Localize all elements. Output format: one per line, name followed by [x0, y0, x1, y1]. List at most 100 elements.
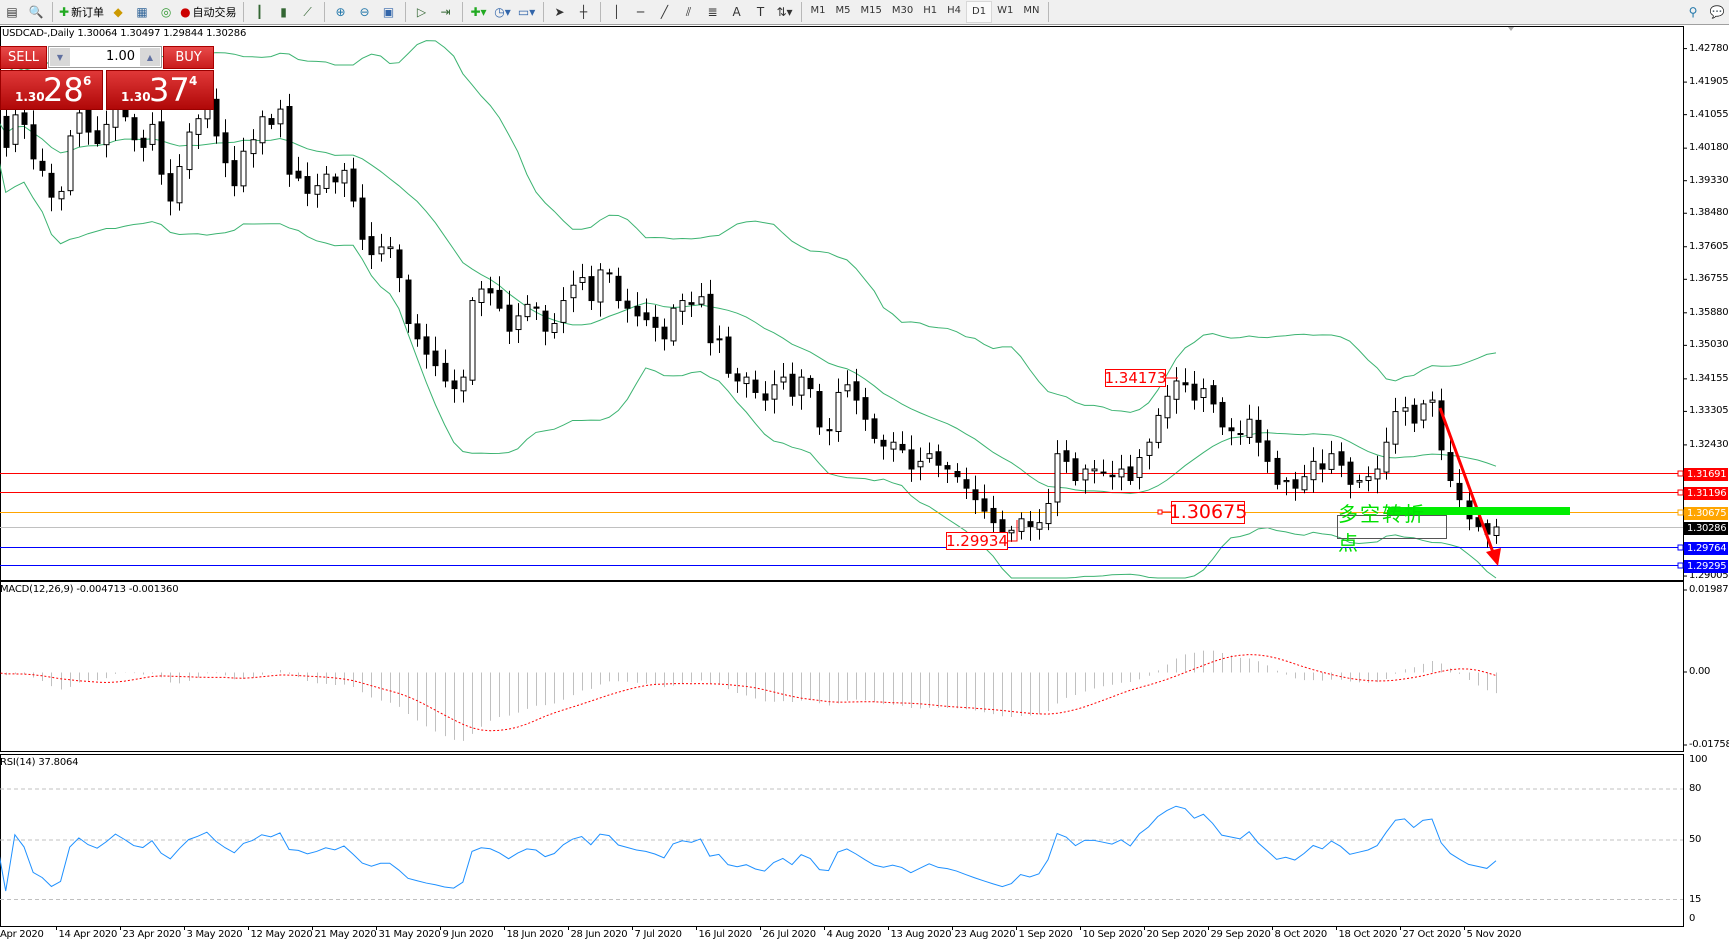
- rsi-axis-label: 15: [1689, 893, 1702, 905]
- equidistant-channel-icon[interactable]: ⫽: [685, 4, 692, 19]
- candle: [734, 367, 741, 393]
- low-label-connector: [1008, 520, 1018, 542]
- candle: [240, 137, 247, 193]
- candle-body: [423, 336, 430, 355]
- chart-shift-icon[interactable]: ⇥: [440, 5, 451, 19]
- time-axis-label: 23 Aug 2020: [954, 929, 1016, 940]
- bollinger-upper-band: [0, 40, 1497, 413]
- lot-size-input[interactable]: ▼ 1.00 ▲: [48, 46, 162, 68]
- candle: [597, 263, 604, 317]
- meta-editor-icon[interactable]: ◆: [113, 5, 123, 19]
- line-chart-icon[interactable]: ⟋: [303, 4, 312, 19]
- search-icon[interactable]: ⚲: [1688, 5, 1698, 19]
- lot-decrease-icon[interactable]: ▼: [50, 48, 70, 66]
- candle: [1493, 518, 1500, 544]
- rsi-line: [0, 805, 1497, 892]
- price-line-label: 1.29764: [1684, 541, 1728, 555]
- lot-increase-icon[interactable]: ▲: [140, 48, 160, 66]
- sell-price-button[interactable]: 1.30 28 6: [0, 70, 103, 110]
- candle: [862, 387, 869, 431]
- candle: [1246, 404, 1253, 445]
- rsi-axis-label: 0: [1689, 913, 1696, 924]
- buy-price-button[interactable]: 1.30 37 4: [106, 70, 214, 110]
- cursor-icon[interactable]: ➤: [554, 5, 565, 19]
- candle: [816, 383, 823, 435]
- timeframe-w1[interactable]: W1: [997, 5, 1014, 16]
- candle: [1328, 440, 1335, 474]
- new-order-button[interactable]: ✚ 新订单: [59, 5, 105, 19]
- candle: [76, 102, 83, 147]
- fibonacci-icon[interactable]: ≣: [707, 5, 718, 19]
- buy-button[interactable]: BUY: [163, 46, 214, 69]
- candle-body: [1054, 453, 1061, 503]
- auto-scroll-icon[interactable]: ▷: [416, 5, 427, 19]
- candle-body: [752, 379, 759, 393]
- low-price-label[interactable]: 1.29934: [945, 531, 1009, 550]
- timeframe-m1[interactable]: M1: [810, 5, 826, 16]
- auto-trading-button[interactable]: ● 自动交易: [180, 5, 237, 19]
- candle-body: [195, 118, 202, 135]
- bar-chart-icon[interactable]: ┃: [255, 5, 264, 19]
- candle: [277, 99, 284, 138]
- navigator-zoom-icon[interactable]: 🔍: [28, 5, 44, 19]
- candle: [1063, 440, 1070, 473]
- periods-clock-icon[interactable]: ◷▾: [494, 5, 511, 19]
- market-watch-icon[interactable]: ▦: [136, 5, 148, 19]
- price-line-label: 1.31196: [1684, 486, 1728, 500]
- candle-body: [332, 176, 339, 183]
- candle-body: [268, 118, 275, 125]
- timeframe-d1[interactable]: D1: [966, 1, 993, 23]
- signals-icon[interactable]: ◎: [160, 5, 172, 19]
- candle: [259, 110, 266, 155]
- timeframe-m30[interactable]: M30: [891, 5, 914, 16]
- candle: [1402, 396, 1409, 426]
- crosshair-icon[interactable]: ┼: [579, 5, 588, 19]
- candle: [1274, 450, 1281, 490]
- indicators-icon[interactable]: ✚▾: [470, 5, 487, 19]
- timeframe-m5[interactable]: M5: [835, 5, 851, 16]
- price-axis-label: 1.35030: [1689, 339, 1729, 351]
- candle: [250, 129, 257, 168]
- price-axis-label: 1.36755: [1689, 273, 1729, 285]
- candle: [460, 369, 467, 403]
- timeframe-h1[interactable]: H1: [923, 5, 938, 16]
- candle: [1447, 438, 1454, 488]
- chart-window-icon[interactable]: ▤: [6, 5, 18, 19]
- candle-body: [1082, 468, 1089, 481]
- timeframe-mn[interactable]: MN: [1023, 5, 1040, 16]
- arrows-icon[interactable]: ⇅▾: [776, 5, 793, 19]
- vertical-line-icon[interactable]: │: [612, 5, 621, 19]
- timeframe-h4[interactable]: H4: [947, 5, 962, 16]
- chat-icon[interactable]: 💬: [1709, 5, 1725, 19]
- candlestick-chart-icon[interactable]: ▮: [280, 5, 287, 19]
- candle: [899, 431, 906, 454]
- candle: [323, 165, 330, 194]
- zoom-in-icon[interactable]: ⊕: [335, 5, 346, 19]
- timeframe-m15[interactable]: M15: [860, 5, 882, 16]
- candle-body: [1429, 399, 1436, 403]
- candle: [469, 297, 476, 386]
- candle: [39, 148, 46, 177]
- candle-body: [935, 451, 942, 466]
- turning-zone-rectangle[interactable]: [1388, 507, 1570, 515]
- high-price-label[interactable]: 1.34173: [1104, 368, 1167, 387]
- candle: [972, 475, 979, 515]
- text-icon[interactable]: A: [732, 5, 741, 19]
- sell-button[interactable]: SELL: [0, 46, 47, 69]
- timeframe-bar: M1 M5 M15 M30 H1 H4 D1 W1 MN: [806, 1, 1045, 23]
- turning-point-text[interactable]: 多空转折点: [1337, 502, 1447, 555]
- tile-windows-icon[interactable]: ▣: [382, 5, 395, 19]
- zoom-out-icon[interactable]: ⊖: [359, 5, 370, 19]
- trendline-icon[interactable]: ╱: [660, 5, 669, 19]
- pivot-price-label[interactable]: 1.30675: [1168, 501, 1248, 524]
- time-axis-label: 16 Jul 2020: [698, 929, 753, 940]
- candle-body: [1136, 457, 1143, 478]
- candle: [880, 434, 887, 460]
- horizontal-line-icon[interactable]: ─: [636, 5, 645, 19]
- candle-body: [698, 296, 705, 305]
- auto-trading-icon: ●: [180, 5, 191, 19]
- templates-icon[interactable]: ▭▾: [517, 5, 536, 19]
- candle-body: [149, 123, 156, 145]
- text-label-icon[interactable]: T: [756, 5, 765, 19]
